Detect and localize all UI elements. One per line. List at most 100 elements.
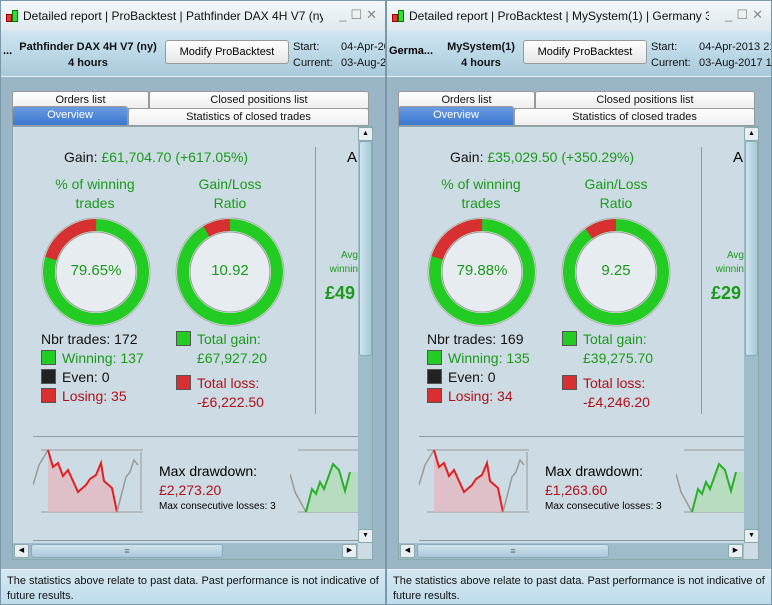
- gain-label: Gain:: [450, 149, 484, 165]
- max-consecutive-losses: Max consecutive losses: 3: [545, 501, 662, 512]
- gain-label: Gain:: [64, 149, 98, 165]
- scroll-left-icon[interactable]: ◀: [14, 544, 29, 558]
- scroll-up-icon[interactable]: ▲: [744, 127, 758, 141]
- current-value: 03-Aug-2017 17: [699, 57, 772, 69]
- divider: [315, 147, 316, 414]
- loss-arc: [43, 219, 149, 325]
- ratio-donut: [175, 217, 285, 332]
- divider: [33, 540, 358, 541]
- scroll-up-icon[interactable]: ▲: [358, 127, 372, 141]
- start-value: 04-Apr-2013 21: [341, 41, 385, 53]
- horizontal-scrollbar[interactable]: ◀ ≡ ▶: [399, 543, 744, 559]
- minimize-icon[interactable]: _: [725, 7, 737, 22]
- overview-panel: Gain: £35,029.50 (+350.29%) % of winning…: [398, 126, 759, 560]
- modify-probacktest-button[interactable]: Modify ProBacktest: [165, 40, 289, 64]
- system-name: Pathfinder DAX 4H V7 (ny): [19, 41, 157, 53]
- tab-orders-list[interactable]: Orders list: [12, 91, 149, 109]
- avg-label: Avg: [726, 250, 744, 261]
- scroll-right-icon[interactable]: ▶: [728, 544, 743, 558]
- vertical-scroll-thumb[interactable]: [359, 141, 372, 356]
- system-name: MySystem(1): [447, 41, 515, 53]
- timeframe: 4 hours: [461, 57, 501, 69]
- vertical-scrollbar[interactable]: ▲ ▼: [358, 127, 372, 543]
- max-drawdown-value: £2,273.20: [159, 482, 222, 498]
- winning-title-2: trades: [75, 195, 115, 211]
- ratio-title: Gain/Loss: [584, 176, 648, 192]
- gain-swatch-icon: [176, 331, 191, 346]
- current-label: Current:: [651, 57, 691, 69]
- avg-winning-value: £29: [711, 283, 742, 303]
- overview-panel: Gain: £61,704.70 (+617.05%) % of winning…: [12, 126, 373, 560]
- total-loss-label: Total loss:: [583, 375, 646, 391]
- winning-count: Winning: 135: [448, 350, 530, 366]
- horizontal-scrollbar[interactable]: ◀ ≡ ▶: [13, 543, 358, 559]
- divider: [33, 436, 358, 437]
- vertical-scroll-thumb[interactable]: [745, 141, 758, 356]
- horizontal-scroll-thumb[interactable]: ≡: [31, 544, 223, 558]
- scroll-down-icon[interactable]: ▼: [358, 529, 372, 543]
- start-label: Start:: [651, 41, 678, 53]
- winning-count: Winning: 137: [62, 350, 144, 366]
- gain-loss-ratio: 10.92: [211, 262, 249, 279]
- gain-value: £35,029.50 (+350.29%): [487, 149, 635, 165]
- tab-statistics-closed-trades[interactable]: Statistics of closed trades: [514, 108, 755, 126]
- gain-loss-ratio: 9.25: [601, 262, 631, 279]
- run-up-chart: [676, 449, 746, 513]
- loss-arc: [428, 219, 535, 325]
- modify-probacktest-button[interactable]: Modify ProBacktest: [523, 40, 647, 64]
- window-title: Detailed report | ProBacktest | Pathfind…: [23, 9, 323, 23]
- avg-heading: A: [347, 149, 358, 166]
- winning-title: % of winning: [441, 176, 521, 192]
- scroll-left-icon[interactable]: ◀: [400, 544, 415, 558]
- avg-winning-value: £49: [325, 283, 356, 303]
- winning-title-2: trades: [461, 195, 501, 211]
- winning-swatch-icon: [41, 350, 56, 365]
- horizontal-scroll-thumb[interactable]: ≡: [417, 544, 609, 558]
- total-loss-value: -£4,246.20: [583, 394, 650, 410]
- tab-overview[interactable]: Overview: [398, 106, 514, 126]
- tab-closed-positions-list[interactable]: Closed positions list: [149, 91, 369, 109]
- max-drawdown-value: £1,263.60: [545, 482, 608, 498]
- max-consecutive-losses: Max consecutive losses: 3: [159, 501, 276, 512]
- scroll-down-icon[interactable]: ▼: [744, 529, 758, 543]
- window-title: Detailed report | ProBacktest | MySystem…: [409, 9, 709, 23]
- even-swatch-icon: [41, 369, 56, 384]
- scroll-right-icon[interactable]: ▶: [342, 544, 357, 558]
- max-drawdown-label: Max drawdown:: [545, 463, 644, 479]
- winning-swatch-icon: [427, 350, 442, 365]
- total-gain-label: Total gain:: [583, 331, 647, 347]
- losing-count: Losing: 35: [62, 388, 127, 404]
- loss-arc: [177, 219, 283, 325]
- gain-swatch-icon: [562, 331, 577, 346]
- loss-swatch-icon: [176, 375, 191, 390]
- current-label: Current:: [293, 57, 333, 69]
- losing-count: Losing: 34: [448, 388, 513, 404]
- even-swatch-icon: [427, 369, 442, 384]
- winning-donut: [427, 217, 537, 332]
- tab-statistics-closed-trades[interactable]: Statistics of closed trades: [128, 108, 369, 126]
- nbr-trades: Nbr trades: 172: [41, 331, 138, 347]
- ratio-donut: [561, 217, 671, 332]
- winning-title: % of winning: [55, 176, 135, 192]
- drawdown-chart: [33, 449, 143, 513]
- nbr-trades: Nbr trades: 169: [427, 331, 524, 347]
- candlestick-icon: [391, 9, 405, 23]
- maximize-icon[interactable]: ☐: [736, 7, 753, 22]
- avg-label-2: winnin: [715, 264, 744, 275]
- even-count: Even: 0: [62, 369, 110, 385]
- report-header: Germa... MySystem(1) 4 hours Modify ProBa…: [387, 31, 771, 77]
- loss-swatch-icon: [562, 375, 577, 390]
- losing-swatch-icon: [427, 388, 442, 403]
- start-label: Start:: [293, 41, 320, 53]
- disclaimer-text: The statistics above relate to past data…: [387, 569, 771, 604]
- tab-closed-positions-list[interactable]: Closed positions list: [535, 91, 755, 109]
- close-icon[interactable]: ✕: [366, 7, 381, 22]
- tab-overview[interactable]: Overview: [12, 106, 128, 126]
- maximize-icon[interactable]: ☐: [350, 7, 367, 22]
- tab-orders-list[interactable]: Orders list: [398, 91, 535, 109]
- total-loss-value: -£6,222.50: [197, 394, 264, 410]
- minimize-icon[interactable]: _: [339, 7, 351, 22]
- winning-percentage: 79.88%: [456, 262, 508, 279]
- vertical-scrollbar[interactable]: ▲ ▼: [744, 127, 758, 543]
- close-icon[interactable]: ✕: [752, 7, 767, 22]
